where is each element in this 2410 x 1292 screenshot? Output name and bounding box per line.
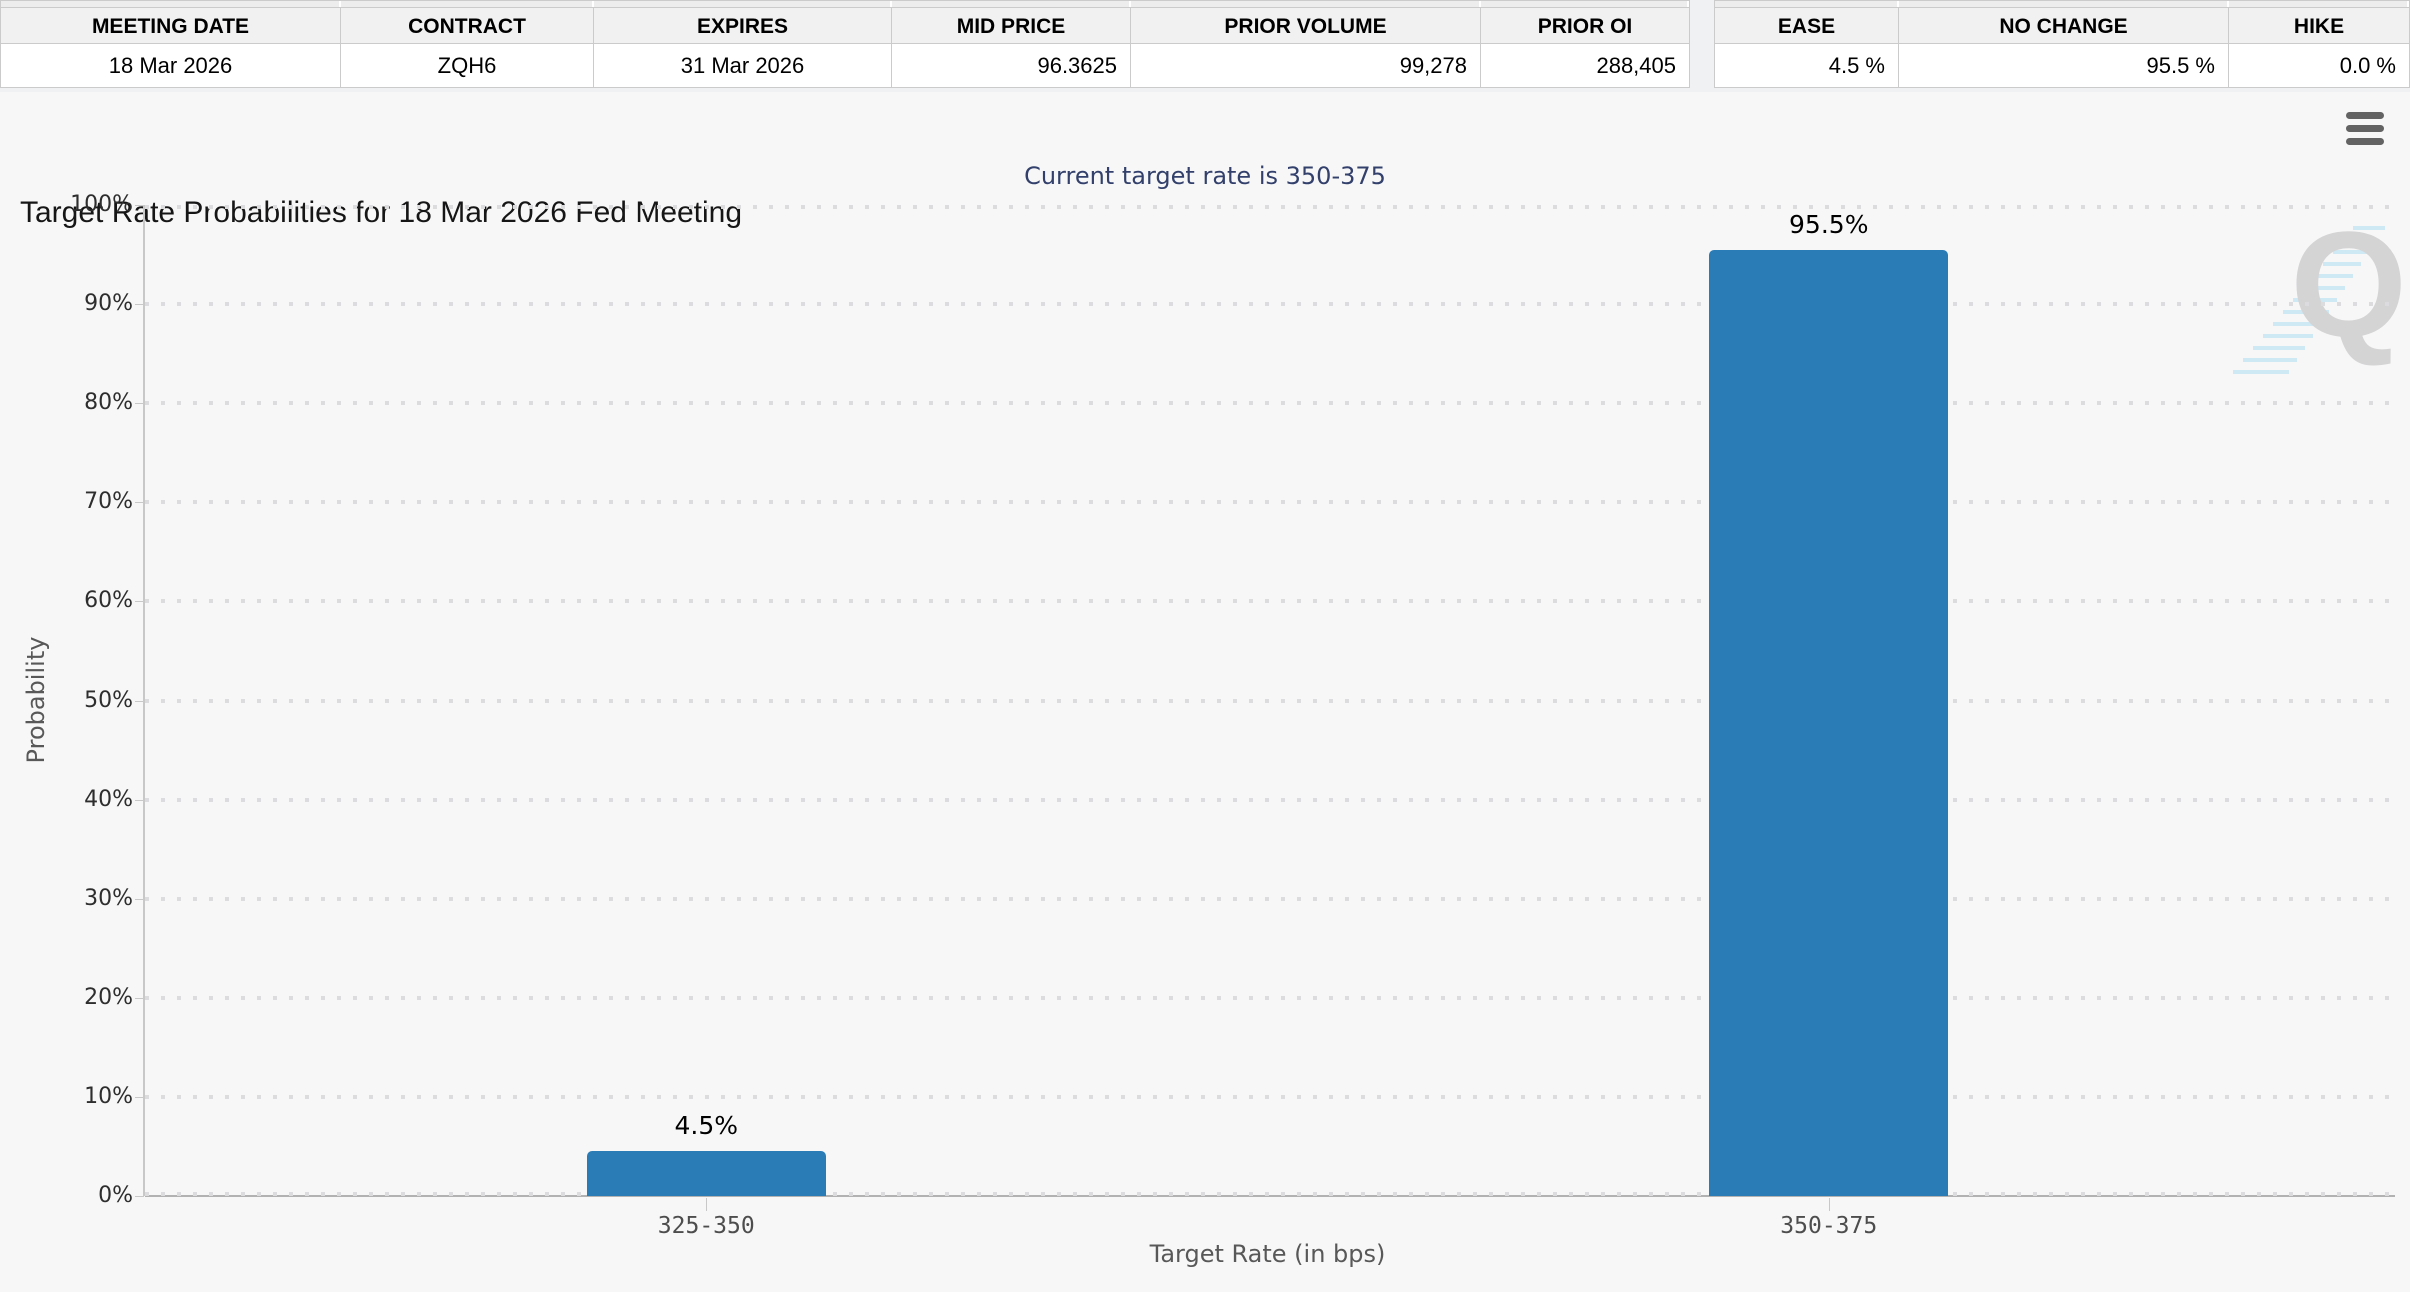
probability-bar-350-375[interactable] bbox=[1709, 249, 1949, 1196]
column-header: HIKE bbox=[2229, 7, 2409, 44]
y-axis-tick-label: 80% bbox=[84, 390, 133, 416]
y-axis-tick-label: 10% bbox=[84, 1083, 133, 1109]
cell-value: 96.3625 bbox=[892, 44, 1131, 87]
table-row-cut bbox=[1715, 1, 1899, 7]
column-header: EASE bbox=[1715, 7, 1899, 44]
y-axis-tick bbox=[135, 601, 144, 603]
probability-bar-325-350[interactable] bbox=[586, 1151, 826, 1196]
y-axis-tick bbox=[135, 1196, 144, 1197]
watermark-q-letter: Q bbox=[2290, 200, 2407, 368]
bar-data-label: 4.5% bbox=[674, 1111, 738, 1141]
rate-move-probability-table: EASE NO CHANGE HIKE 4.5 % 95.5 % 0.0 % bbox=[1714, 0, 2410, 88]
column-header: MEETING DATE bbox=[1, 7, 341, 44]
cell-value: 95.5 % bbox=[1899, 44, 2229, 87]
y-axis-tick-label: 50% bbox=[84, 687, 133, 713]
table-row-cut bbox=[2229, 1, 2409, 7]
y-gridline bbox=[145, 698, 2390, 703]
cell-value: 0.0 % bbox=[2229, 44, 2409, 87]
y-axis-tick bbox=[135, 997, 144, 999]
y-axis-tick bbox=[135, 502, 144, 504]
table-row-cut bbox=[341, 1, 594, 7]
y-gridline bbox=[145, 401, 2390, 406]
cell-value: ZQH6 bbox=[341, 44, 594, 87]
y-axis-tick bbox=[135, 205, 144, 206]
y-axis-tick bbox=[135, 304, 144, 306]
cell-value: 288,405 bbox=[1481, 44, 1689, 87]
y-gridline bbox=[145, 302, 2390, 307]
y-gridline bbox=[145, 599, 2390, 604]
plot-area: Q 4.5% 95.5% bbox=[145, 200, 2407, 1196]
column-header: NO CHANGE bbox=[1899, 7, 2229, 44]
table-row-cut bbox=[1131, 1, 1481, 7]
x-axis-category-label: 350-375 bbox=[1780, 1213, 1878, 1239]
y-gridline bbox=[145, 995, 2390, 1000]
y-axis-tick bbox=[135, 799, 144, 801]
y-axis-tick bbox=[135, 700, 144, 702]
y-axis-tick bbox=[135, 403, 144, 405]
cell-value: 18 Mar 2026 bbox=[1, 44, 341, 87]
y-gridline bbox=[145, 896, 2390, 901]
y-gridline bbox=[145, 205, 2390, 209]
cell-value: 31 Mar 2026 bbox=[594, 44, 892, 87]
target-rate-probabilities-chart: Target Rate Probabilities for 18 Mar 202… bbox=[0, 92, 2410, 1292]
y-axis-tick-label: 100% bbox=[70, 192, 133, 217]
table-row-cut bbox=[1481, 1, 1689, 7]
y-axis-tick-label: 90% bbox=[84, 291, 133, 317]
x-axis-title: Target Rate (in bps) bbox=[1149, 1240, 1386, 1268]
column-header: CONTRACT bbox=[341, 7, 594, 44]
y-axis-tick-label: 40% bbox=[84, 786, 133, 812]
y-axis-tick-label: 70% bbox=[84, 489, 133, 515]
y-gridline bbox=[145, 500, 2390, 505]
column-header: PRIOR OI bbox=[1481, 7, 1689, 44]
watermark-stripes-icon bbox=[2233, 226, 2385, 374]
y-axis-tick bbox=[135, 898, 144, 900]
y-axis-tick-label: 30% bbox=[84, 885, 133, 911]
cell-value: 99,278 bbox=[1131, 44, 1481, 87]
column-header: PRIOR VOLUME bbox=[1131, 7, 1481, 44]
y-axis-tick-label: 20% bbox=[84, 984, 133, 1010]
contract-summary-table: MEETING DATE CONTRACT EXPIRES MID PRICE PRIO… bbox=[0, 0, 1690, 88]
y-axis-tick bbox=[135, 1096, 144, 1098]
table-row-cut bbox=[892, 1, 1131, 7]
x-axis-line bbox=[145, 1195, 2395, 1197]
y-gridline bbox=[145, 797, 2390, 802]
x-axis-category-label: 325-350 bbox=[657, 1213, 755, 1239]
chart-subtitle: Current target rate is 350-375 bbox=[1024, 162, 1386, 190]
y-axis-tick-label: 0% bbox=[98, 1183, 133, 1208]
table-row-cut bbox=[594, 1, 892, 7]
chart-title: Target Rate Probabilities for 18 Mar 202… bbox=[20, 196, 743, 229]
y-gridline bbox=[145, 1192, 2390, 1196]
table-row-cut bbox=[1, 1, 341, 7]
y-axis-tick-label: 60% bbox=[84, 588, 133, 614]
table-row-cut bbox=[1899, 1, 2229, 7]
hamburger-menu-icon bbox=[2346, 112, 2386, 145]
cell-value: 4.5 % bbox=[1715, 44, 1899, 87]
x-axis-tick bbox=[706, 1198, 708, 1211]
y-gridline bbox=[145, 1094, 2390, 1099]
x-axis-tick bbox=[1828, 1198, 1830, 1211]
chart-context-menu-button[interactable] bbox=[2346, 112, 2386, 146]
y-axis-line bbox=[143, 205, 145, 1196]
quikstrike-watermark: Q bbox=[2225, 200, 2410, 385]
column-header: EXPIRES bbox=[594, 7, 892, 44]
bar-data-label: 95.5% bbox=[1789, 209, 1869, 239]
column-header: MID PRICE bbox=[892, 7, 1131, 44]
